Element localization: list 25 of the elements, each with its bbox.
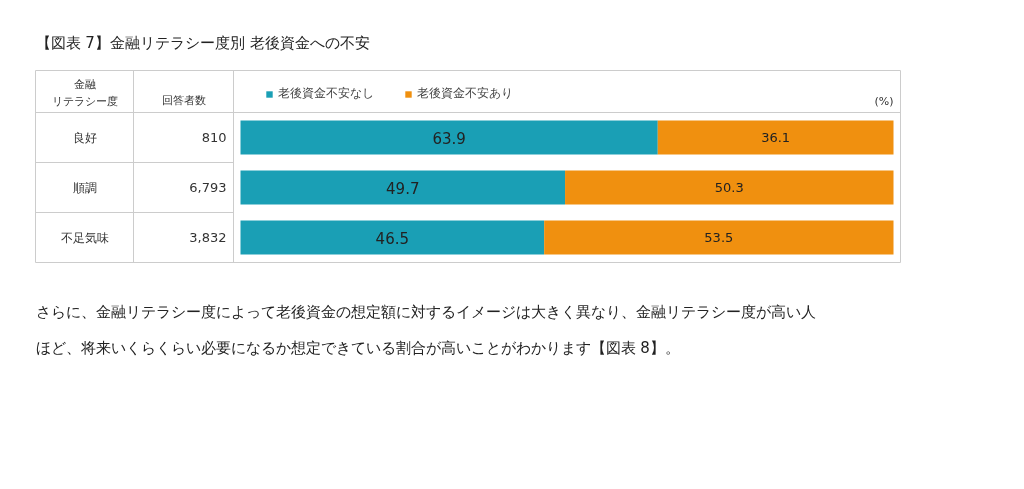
text: 回答者数: [161, 94, 206, 107]
y-tick-label: 不足気味: [60, 230, 109, 245]
chart-title: 【図表 7】金融リテラシー度別 老後資金への不安: [35, 33, 370, 52]
data-label: 36.1: [761, 130, 791, 145]
data-label: 46.5: [375, 229, 410, 248]
text: 3,832: [189, 230, 227, 245]
y-tick-label: 良好: [72, 130, 97, 145]
data-label: 53.5: [704, 230, 734, 245]
y-axis-title: 金融リテラシー度: [51, 78, 118, 108]
bar: [240, 220, 545, 255]
y-tick-label: 順調: [72, 180, 97, 195]
data-label: 49.7: [386, 179, 420, 198]
text: 6,793: [189, 180, 227, 195]
x-axis-title: (%): [874, 95, 894, 108]
bar: [544, 220, 894, 255]
bar: [240, 170, 566, 205]
bar: [657, 120, 894, 155]
text: さらに、金融リテラシー度によって老後資金の想定額に対するイメージは大きく異なり、金融リテラシー度が高い人ほど、将来いくらくらい必要になるか想定できている割合が高いことがわかります【図表 8】。: [35, 302, 816, 357]
data-label: 63.9: [432, 129, 466, 148]
legend-label: 老後資金不安あり: [417, 85, 513, 102]
legend-label: 老後資金不安なし: [278, 85, 374, 102]
bar: [565, 170, 894, 205]
data-label: 50.3: [714, 180, 744, 195]
bar: [240, 120, 658, 155]
text: 810: [201, 130, 227, 145]
